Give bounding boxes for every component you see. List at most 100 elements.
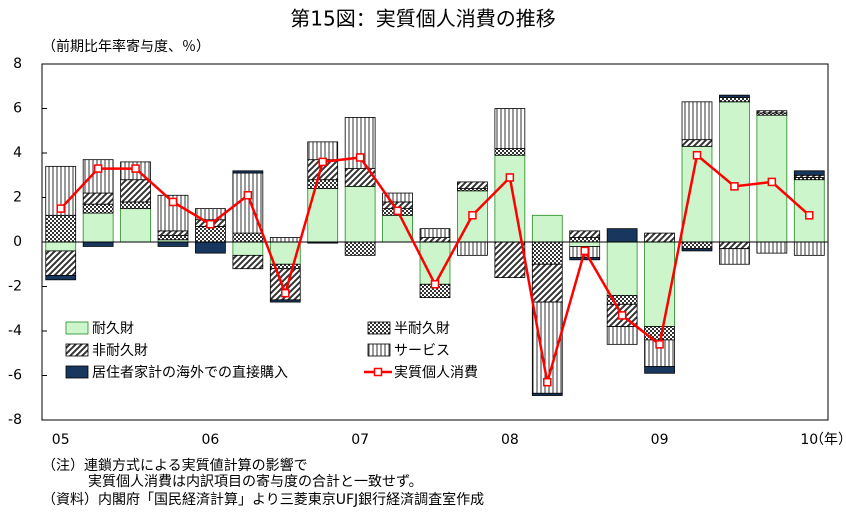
- x-tick-label: 10: [800, 432, 818, 448]
- bar-segment: [195, 226, 226, 243]
- bar-segment: [644, 366, 675, 374]
- point: [318, 157, 327, 167]
- bar-segment: [419, 228, 451, 238]
- bar-segment: [45, 241, 77, 252]
- point: [805, 211, 814, 220]
- y-tick-label: -4: [8, 323, 22, 339]
- bar-segment: [569, 237, 601, 243]
- bar-segment: [793, 170, 825, 176]
- bar-segment: [681, 101, 713, 141]
- bar-segment: [531, 214, 563, 243]
- bar-segment: [531, 392, 563, 396]
- bar-segment: [644, 241, 675, 327]
- bar-segment: [719, 248, 750, 265]
- y-tick-label: 4: [13, 145, 22, 161]
- y-tick-label: -6: [8, 368, 22, 384]
- chart-title: 第15図：実質個人消費の推移: [290, 7, 555, 31]
- bar-segment: [120, 179, 151, 203]
- bar-segment: [644, 326, 675, 341]
- legend-swatch: [65, 321, 89, 335]
- bar-segment: [269, 299, 301, 303]
- y-tick-label: 0: [13, 234, 22, 250]
- bar-segment: [157, 230, 189, 236]
- bar-segment: [307, 179, 339, 189]
- note: （注）連鎖方式による実質値計算の影響で: [42, 458, 308, 474]
- x-tick-label: 09: [651, 432, 669, 448]
- x-tick-label: 05: [52, 432, 70, 448]
- bar-segment: [681, 139, 713, 147]
- bar-segment: [606, 228, 638, 243]
- x-axis-unit: （年）: [810, 432, 846, 448]
- legend-label: 居住者家計の海外での直接購入: [92, 364, 288, 381]
- bar-segment: [344, 241, 376, 256]
- legend-label: 実質個人消費: [394, 365, 478, 381]
- x-tick-label: 06: [202, 432, 220, 448]
- point: [767, 177, 777, 187]
- bar-segment: [344, 185, 376, 243]
- bar-segment: [269, 237, 301, 243]
- chart: 第15図：実質個人消費の推移 （前期比年率寄与度、％） （年） -8 -6 -4 -2…: [8, 7, 846, 449]
- bar-segment: [82, 203, 114, 214]
- bar-segment: [681, 241, 713, 250]
- bar-segment: [569, 241, 601, 247]
- point: [355, 153, 365, 162]
- bar-segment: [719, 96, 750, 103]
- legend-swatch: [65, 343, 89, 357]
- bar-segment: [793, 241, 825, 256]
- legend-swatch: [65, 365, 89, 379]
- point: [281, 288, 290, 298]
- bar-segment: [82, 192, 114, 205]
- point: [430, 280, 440, 289]
- bar-segment: [82, 241, 114, 247]
- point: [468, 211, 477, 220]
- x-tick-label: 07: [351, 432, 369, 448]
- bar-segment: [793, 179, 825, 243]
- bar-segment: [719, 101, 750, 243]
- bar-segment: [606, 326, 638, 345]
- legend-marker: [373, 367, 383, 377]
- bar-segment: [45, 274, 77, 281]
- bar-segment: [419, 237, 451, 243]
- bar-segment: [157, 241, 189, 247]
- point: [243, 191, 253, 200]
- bar-segment: [644, 232, 675, 243]
- note: 実質個人消費は内訳項目の寄与度の合計と一致せず。: [88, 474, 423, 490]
- bar-segment: [494, 108, 526, 149]
- bar-segment: [157, 234, 189, 241]
- y-tick-label: 6: [13, 101, 22, 117]
- legend-swatch: [367, 343, 391, 357]
- point: [692, 150, 702, 160]
- point: [168, 197, 178, 207]
- bar-segment: [494, 148, 526, 156]
- point: [543, 377, 552, 387]
- bar-segment: [45, 214, 77, 243]
- bar-segment: [756, 241, 788, 254]
- x-tick-label: 08: [501, 432, 519, 448]
- bar-segment: [195, 241, 226, 254]
- y-tick-label: -2: [8, 279, 22, 295]
- bar-segment: [45, 250, 77, 276]
- point: [131, 164, 140, 173]
- bar-segment: [232, 254, 264, 270]
- point: [505, 173, 515, 182]
- bar-segment: [457, 181, 488, 190]
- bar-segment: [606, 241, 638, 296]
- y-tick-label: 2: [13, 190, 22, 206]
- y-axis-label: （前期比年率寄与度、％）: [42, 38, 210, 55]
- bar-segment: [569, 257, 601, 261]
- bar-segment: [569, 230, 601, 238]
- point: [56, 204, 65, 213]
- bar-segment: [120, 201, 151, 210]
- bar-segment: [457, 241, 488, 256]
- bar-segment: [756, 110, 788, 114]
- bar-segment: [531, 263, 563, 303]
- legend-label: サービス: [394, 343, 450, 359]
- bar-segment: [382, 192, 413, 203]
- point: [655, 340, 664, 349]
- legend-label: 耐久財: [92, 321, 134, 337]
- bar-segment: [232, 241, 264, 256]
- legend-label: 半耐久財: [394, 321, 450, 337]
- bar-segment: [494, 241, 526, 278]
- y-tick-label: 8: [13, 56, 22, 72]
